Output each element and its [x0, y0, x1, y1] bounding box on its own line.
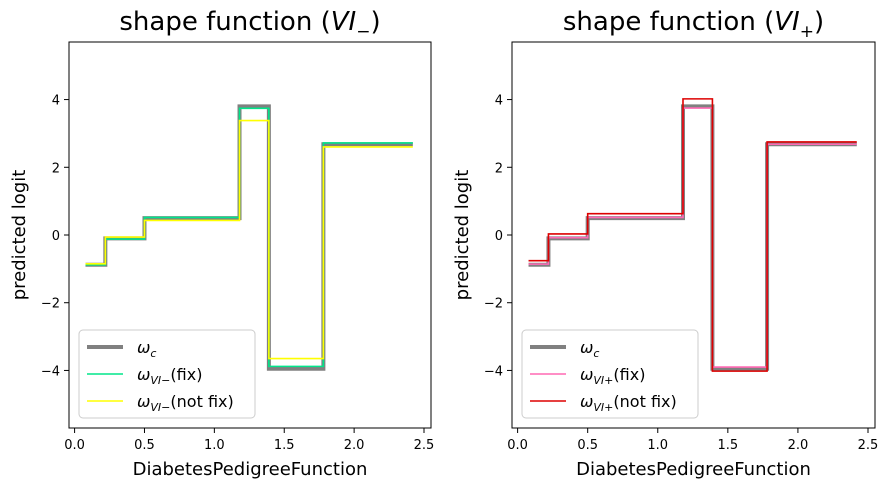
chart-title: shape function (VI+)	[563, 7, 824, 42]
legend-subscript: VI−	[150, 401, 170, 414]
legend-subscript: VI+	[593, 401, 613, 414]
subplot-vi-plus: 0.0 0.5 1.0 1.5 2.0 2.5 −4 −2 0 2 4 DiabetesPedigre…	[452, 7, 878, 480]
legend-symbol: ω	[580, 392, 593, 411]
x-tick-label: 2.5	[858, 438, 879, 453]
y-tick-label: −2	[41, 297, 60, 312]
x-tick-label: 2.0	[788, 438, 809, 453]
x-axis-label: DiabetesPedigreeFunction	[576, 459, 811, 480]
legend-subscript: VI+	[593, 374, 613, 387]
legend-label-tail: (fix)	[613, 365, 645, 384]
legend-entry-0: ωc	[580, 338, 599, 360]
legend-box	[521, 329, 699, 419]
x-tick-label: 0.5	[577, 438, 598, 453]
title-prefix: shape function (	[119, 7, 330, 37]
legend-entry-2: ωVI−(not fix)	[137, 392, 234, 414]
legend-entry-2: ωVI+(not fix)	[580, 392, 677, 414]
legend-symbol: ω	[137, 338, 150, 357]
title-subscript: +	[800, 22, 814, 42]
x-axis-label: DiabetesPedigreeFunction	[133, 459, 368, 480]
legend-symbol: ω	[580, 365, 593, 384]
legend-box	[78, 329, 256, 419]
series-group	[528, 98, 857, 372]
series-group	[85, 104, 413, 371]
y-tick-label: 4	[495, 94, 503, 109]
series-line-2	[528, 98, 857, 372]
legend-symbol: ω	[580, 338, 593, 357]
y-tick-label: −2	[484, 297, 503, 312]
x-tick-label: 1.5	[274, 438, 295, 453]
legend-entry-1: ωVI−(fix)	[137, 365, 202, 387]
legend-subscript: c	[593, 347, 599, 360]
title-variable: VI	[774, 7, 799, 37]
legend-label-tail: (not fix)	[170, 392, 233, 411]
x-tick-label: 2.0	[344, 438, 365, 453]
legend-label-tail: (fix)	[170, 365, 202, 384]
y-tick-label: −4	[484, 364, 503, 379]
title-suffix: )	[370, 7, 380, 37]
x-tick-label: 0.5	[134, 438, 155, 453]
x-tick-label: 0.0	[507, 438, 528, 453]
legend-label-tail: (not fix)	[613, 392, 676, 411]
subplot-vi-minus: 0.0 0.5 1.0 1.5 2.0 2.5 −4 −2 0 2 4 DiabetesPedigre…	[9, 7, 434, 480]
title-subscript: −	[356, 22, 370, 42]
x-tick-label: 1.5	[717, 438, 738, 453]
title-suffix: )	[814, 7, 824, 37]
x-tick-label: 0.0	[64, 438, 85, 453]
legend-entry-1: ωVI+(fix)	[580, 365, 645, 387]
y-tick-label: −4	[41, 364, 60, 379]
x-tick-label: 1.0	[204, 438, 225, 453]
y-tick-label: 0	[495, 229, 503, 244]
legend-subscript: c	[150, 347, 156, 360]
y-tick-label: 2	[495, 161, 503, 176]
y-tick-label: 2	[52, 161, 60, 176]
chart-title: shape function (VI−)	[119, 7, 380, 42]
title-prefix: shape function (	[563, 7, 774, 37]
x-tick-label: 2.5	[414, 438, 435, 453]
legend-symbol: ω	[137, 392, 150, 411]
legend-entry-0: ωc	[137, 338, 156, 360]
legend-subscript: VI−	[150, 374, 170, 387]
y-axis-label: predicted logit	[452, 170, 473, 301]
x-tick-label: 1.0	[647, 438, 668, 453]
title-variable: VI	[331, 7, 356, 37]
y-axis-label: predicted logit	[9, 170, 30, 301]
legend-symbol: ω	[137, 365, 150, 384]
y-tick-label: 0	[52, 229, 60, 244]
y-tick-label: 4	[52, 94, 60, 109]
series-line-2	[85, 119, 413, 360]
